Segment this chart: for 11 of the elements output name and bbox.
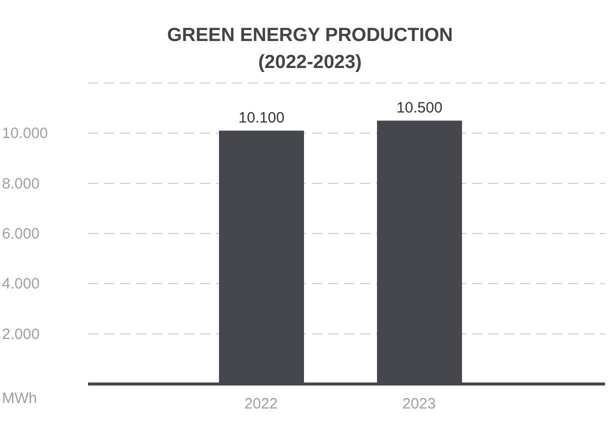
y-tick-label: 2.000 xyxy=(2,326,40,343)
y-tick-label: 6.000 xyxy=(2,226,40,242)
x-tick-label: 2022 xyxy=(244,396,278,413)
y-axis-title: MWh xyxy=(2,390,37,407)
x-tick-label: 2023 xyxy=(402,396,436,413)
y-tick-label: 4.000 xyxy=(2,276,40,293)
chart-title: GREEN ENERGY PRODUCTION (2022-2023) xyxy=(166,24,454,75)
data-label: 10.100 xyxy=(238,110,284,127)
y-tick-label: 10.000 xyxy=(2,125,48,142)
y-tick-label: 8.000 xyxy=(2,175,40,192)
data-label: 10.500 xyxy=(396,100,442,117)
